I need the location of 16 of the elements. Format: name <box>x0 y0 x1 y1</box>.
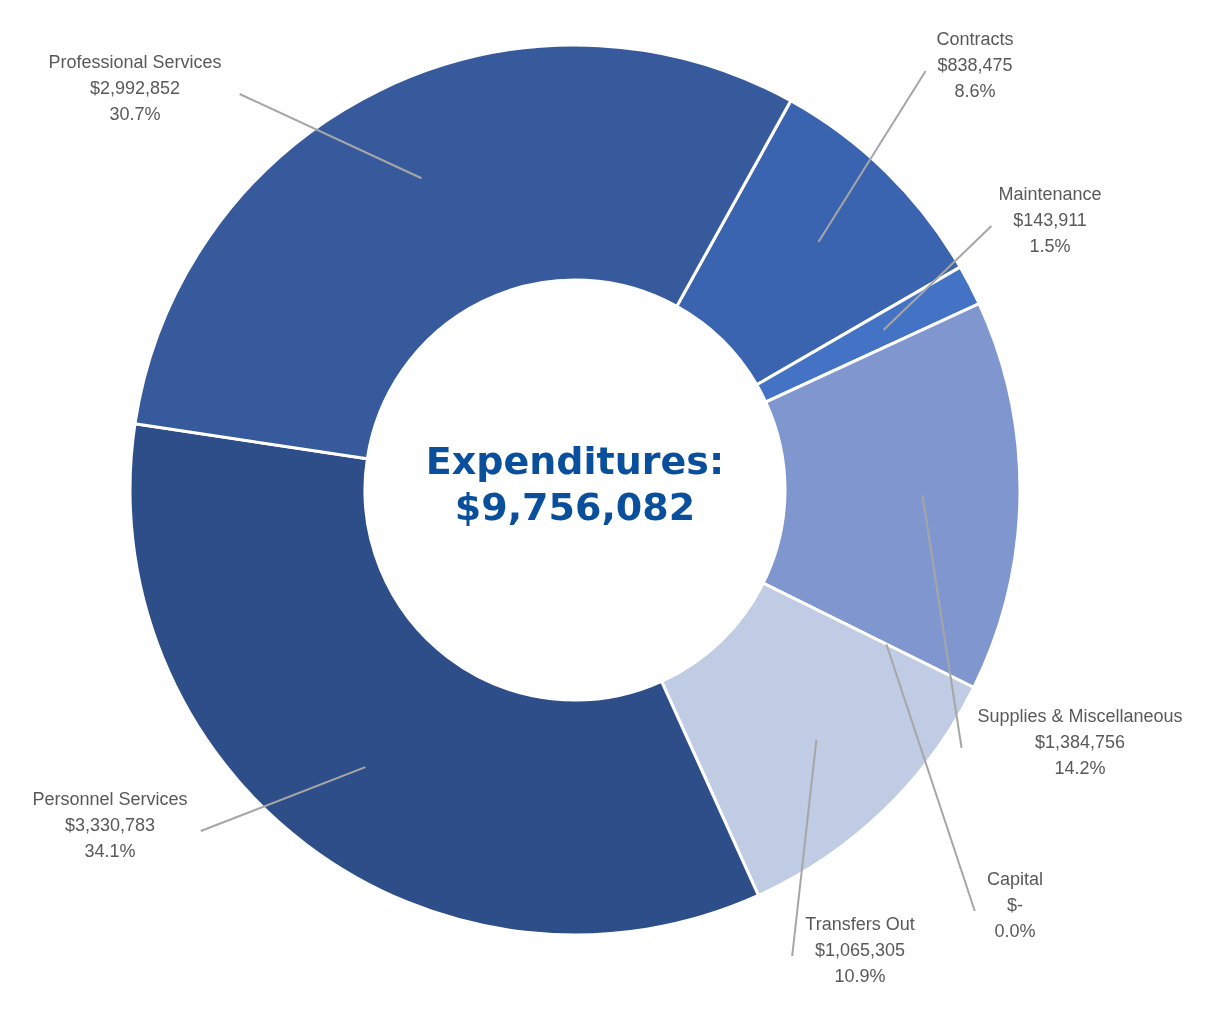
category-label: Capital <box>986 869 1044 889</box>
slice-label: Supplies & Miscellaneous <box>977 706 1183 726</box>
slice-label: Contracts <box>936 29 1014 49</box>
text: $9,756,082 <box>453 484 697 530</box>
data-label: $2,992,852 30.7% <box>89 78 181 124</box>
slice-label: Personnel Services <box>32 789 188 809</box>
data-label: $838,475 8.6% <box>937 55 1013 101</box>
data-label: $3,330,783 34.1% <box>64 815 156 861</box>
text: $- 0.0% <box>994 895 1036 941</box>
text: Expenditures: <box>424 438 726 484</box>
slice-label: Transfers Out <box>805 914 915 934</box>
data-label: $1,384,756 14.2% <box>1034 732 1126 778</box>
data-label: $143,911 1.5% <box>1013 210 1087 256</box>
data-label: $1,065,305 10.9% <box>814 940 906 986</box>
slice-label: Professional Services <box>48 52 222 72</box>
slice-label: Maintenance <box>998 184 1102 204</box>
